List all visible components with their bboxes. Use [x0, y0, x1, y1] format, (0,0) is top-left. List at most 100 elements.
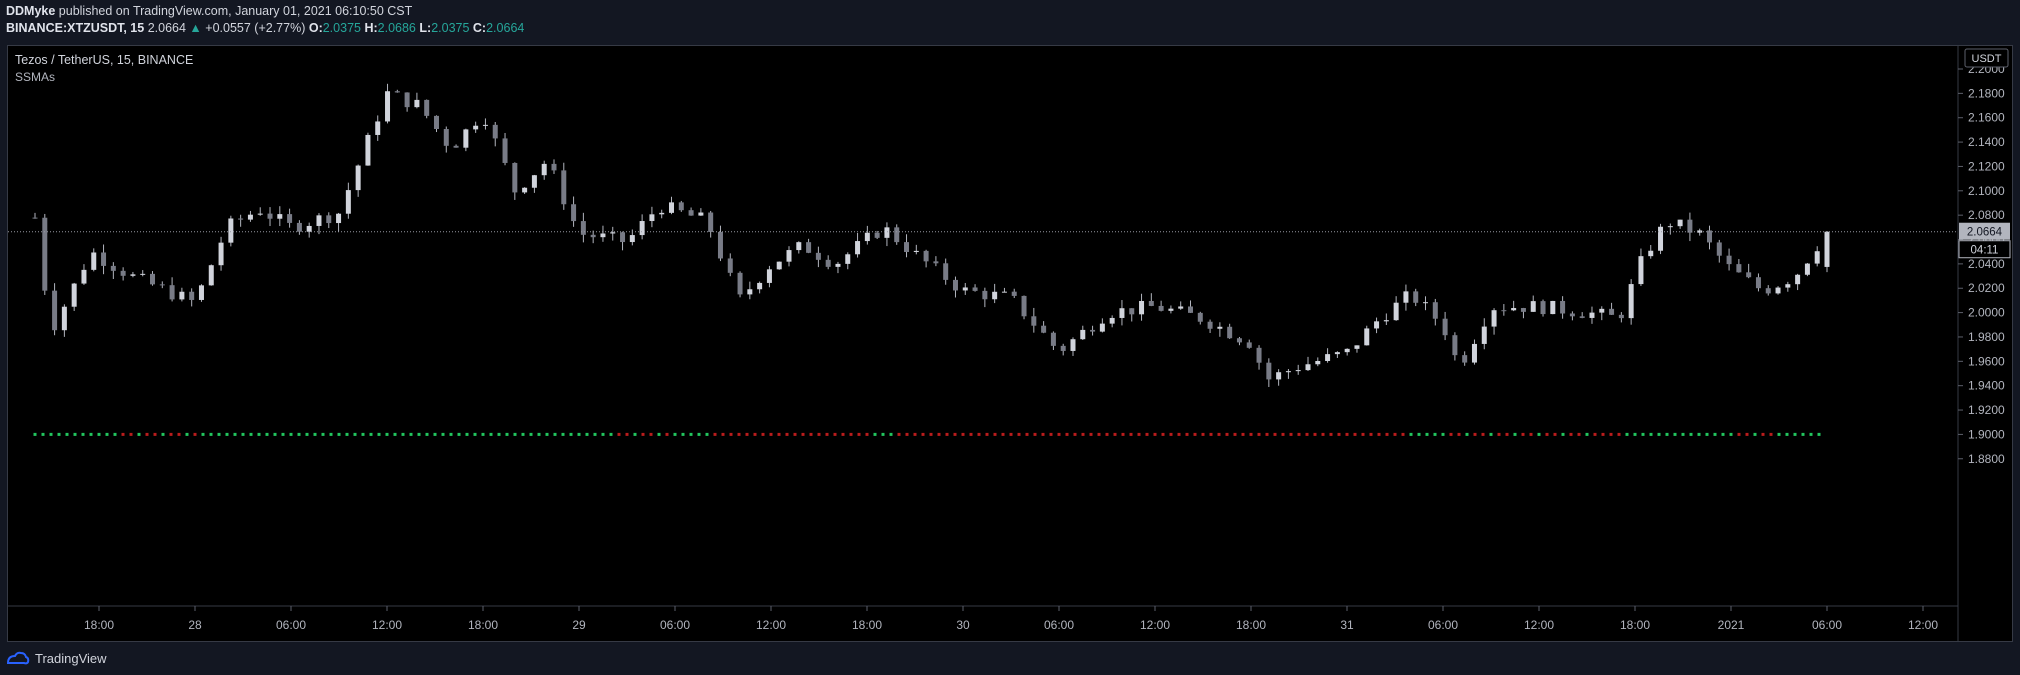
- ssma-dot: [473, 432, 477, 436]
- ssma-dot: [593, 432, 597, 436]
- candle-body: [923, 250, 929, 262]
- ssma-dot: [809, 432, 813, 436]
- time-tick-label: 06:00: [276, 618, 306, 632]
- price-tick-label: 2.0200: [1968, 281, 2005, 295]
- candle-body: [1609, 308, 1615, 315]
- last-price: 2.0664: [147, 21, 186, 35]
- ssma-dot: [1073, 432, 1077, 436]
- candle-body: [1197, 312, 1203, 322]
- ssma-dot: [417, 432, 421, 436]
- ssma-dot: [1641, 432, 1645, 436]
- time-tick-label: 30: [956, 618, 970, 632]
- ssma-dot: [321, 432, 325, 436]
- currency-badge[interactable]: USDT: [1964, 48, 2009, 68]
- ssma-dot: [233, 432, 237, 436]
- ssma-dot: [841, 432, 845, 436]
- footer-brand[interactable]: TradingView: [6, 648, 107, 668]
- candle-body: [1227, 326, 1233, 339]
- candle-body: [835, 263, 841, 267]
- candle-body: [1530, 301, 1536, 312]
- price-tick-label: 2.1600: [1968, 111, 2005, 125]
- ssma-dot: [1673, 432, 1677, 436]
- published-line: DDMyke published on TradingView.com, Jan…: [6, 4, 412, 18]
- candle-body: [1236, 338, 1242, 343]
- time-tick-label: 12:00: [756, 618, 786, 632]
- ssma-dot: [857, 432, 861, 436]
- price-tick-label: 2.0000: [1968, 306, 2005, 320]
- ssma-dot: [1617, 432, 1621, 436]
- ssma-dot: [569, 432, 573, 436]
- price-tick-label: 1.9600: [1968, 354, 2005, 368]
- candle-body: [747, 289, 753, 295]
- ssma-dot: [1801, 432, 1805, 436]
- time-tick-label: 18:00: [852, 618, 882, 632]
- chart-legend-title[interactable]: Tezos / TetherUS, 15, BINANCE: [15, 53, 194, 67]
- candle-body: [1276, 372, 1282, 380]
- countdown-tag-box: [1958, 240, 2011, 259]
- ssma-dot: [1361, 432, 1365, 436]
- price-tick-label: 1.9200: [1968, 403, 2005, 417]
- candle-body: [776, 261, 782, 270]
- candle-body: [179, 291, 185, 300]
- candle-body: [296, 222, 302, 232]
- ssma-dot: [1593, 432, 1597, 436]
- candle-body: [551, 163, 557, 171]
- candle-body: [688, 210, 694, 216]
- candle-body: [101, 252, 107, 266]
- ssma-dot: [825, 432, 829, 436]
- candle-body: [463, 129, 469, 148]
- ssma-dot: [673, 432, 677, 436]
- ssma-dot: [1217, 432, 1221, 436]
- ssma-dot: [481, 432, 485, 436]
- candle-body: [287, 214, 293, 223]
- candle-body: [150, 273, 156, 285]
- candle-body: [1501, 310, 1507, 312]
- ssma-dot: [1729, 432, 1733, 436]
- ssma-dot: [513, 432, 517, 436]
- candle-body: [1775, 287, 1781, 294]
- candle-body: [247, 214, 253, 220]
- ssma-dot: [273, 432, 277, 436]
- candle-body: [1315, 360, 1321, 365]
- candle-body: [580, 221, 586, 235]
- candle-body: [1050, 332, 1056, 346]
- ssma-dot: [1177, 432, 1181, 436]
- ssma-dot: [409, 432, 413, 436]
- author-name[interactable]: DDMyke: [6, 4, 56, 18]
- ssma-dot: [817, 432, 821, 436]
- time-axis[interactable]: 18:00 28 06:00 12:00 18:00 29 06:00 12:00 18:00 3…: [84, 606, 1938, 632]
- ssma-dot: [977, 432, 981, 436]
- ssma-dot: [1649, 432, 1653, 436]
- ssma-dot: [1009, 432, 1013, 436]
- ssma-dot: [1665, 432, 1669, 436]
- ssma-dot: [1481, 432, 1485, 436]
- ssma-dot: [281, 432, 285, 436]
- ssma-dot: [1049, 432, 1053, 436]
- ssma-dot: [609, 432, 613, 436]
- ssma-dot: [89, 432, 93, 436]
- indicator-legend[interactable]: SSMAs: [15, 70, 56, 84]
- ssma-dot: [57, 432, 61, 436]
- price-axis[interactable]: 2.20002.18002.16002.14002.12002.10002.08…: [1958, 62, 2005, 466]
- ssma-dot: [1409, 432, 1413, 436]
- ssma-dot: [1505, 432, 1509, 436]
- ssma-dot: [801, 432, 805, 436]
- candle-body: [629, 235, 635, 243]
- ssma-dot: [1041, 432, 1045, 436]
- ssma-dot: [121, 432, 125, 436]
- candle-body: [42, 217, 48, 291]
- candle-body: [1677, 219, 1683, 227]
- ssma-dot: [393, 432, 397, 436]
- ssma-dot: [201, 432, 205, 436]
- chart-frame[interactable]: [7, 45, 2013, 642]
- candle-body: [1638, 256, 1644, 285]
- ssma-dot: [1265, 432, 1269, 436]
- ssma-dot: [993, 432, 997, 436]
- ssma-dot: [441, 432, 445, 436]
- ssma-dot: [697, 432, 701, 436]
- ssma-dot: [401, 432, 405, 436]
- ssma-dot: [433, 432, 437, 436]
- ssma-dot: [1281, 432, 1285, 436]
- ssma-dot: [1473, 432, 1477, 436]
